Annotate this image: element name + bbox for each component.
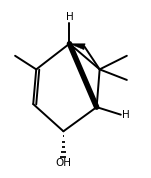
- Text: H: H: [66, 12, 73, 22]
- Text: H: H: [122, 110, 130, 120]
- Polygon shape: [69, 44, 85, 50]
- Text: OH: OH: [55, 158, 71, 168]
